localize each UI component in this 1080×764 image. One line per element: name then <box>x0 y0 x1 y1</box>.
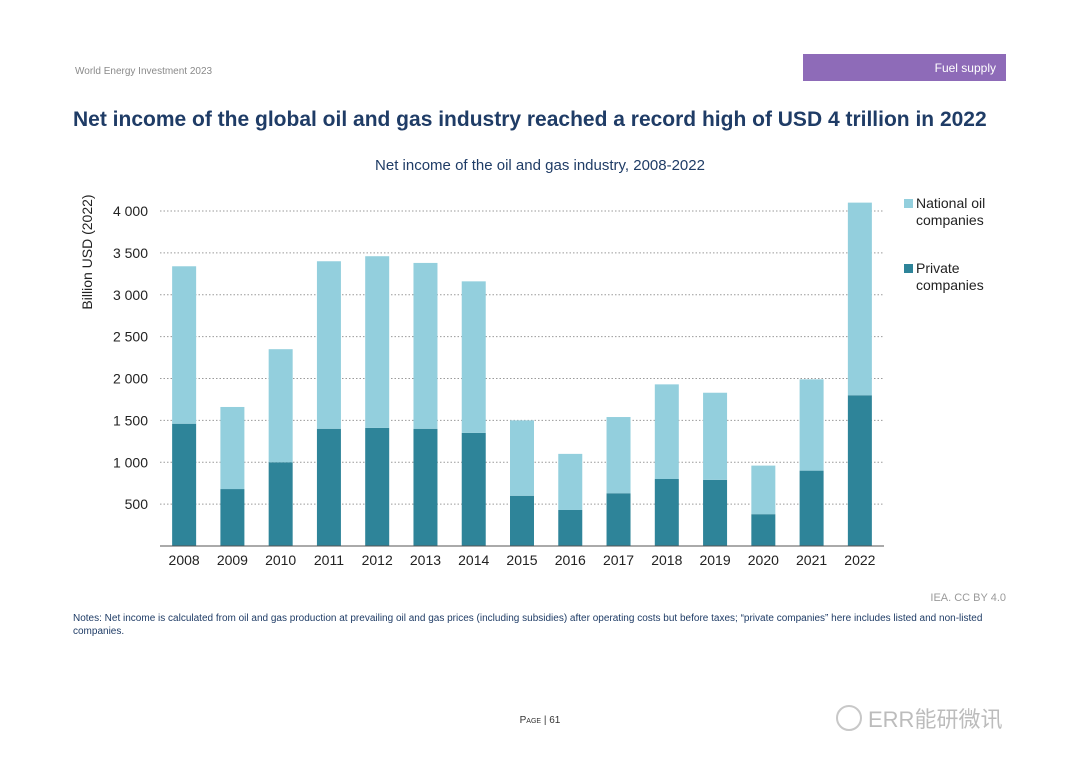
bar-private-2009 <box>220 489 245 546</box>
watermark-text: ERR能研微讯 <box>868 707 1003 732</box>
bar-national-2008 <box>172 266 197 424</box>
bar-private-2013 <box>413 428 438 546</box>
y-tick-label: 4 000 <box>113 203 148 219</box>
wechat-icon <box>836 705 862 731</box>
y-tick-label: 1 000 <box>113 454 148 470</box>
section-tag: Fuel supply <box>803 54 1006 81</box>
bar-national-2013 <box>413 262 438 429</box>
chart-notes: Notes: Net income is calculated from oil… <box>73 613 983 637</box>
y-axis-label: Billion USD (2022) <box>79 194 95 309</box>
legend-label: Private <box>916 260 960 276</box>
legend-label: National oil <box>916 195 985 211</box>
y-tick-label: 2 500 <box>113 329 148 345</box>
bar-private-2022 <box>847 395 872 546</box>
bar-private-2016 <box>558 509 583 546</box>
bar-national-2016 <box>558 453 583 510</box>
bar-national-2018 <box>654 384 679 479</box>
x-tick-label: 2008 <box>169 552 200 568</box>
x-tick-label: 2012 <box>362 552 393 568</box>
x-tick-label: 2015 <box>506 552 537 568</box>
bar-national-2015 <box>510 420 534 496</box>
section-tag-label: Fuel supply <box>934 60 996 75</box>
x-tick-label: 2020 <box>748 552 779 568</box>
bar-national-2021 <box>799 379 824 471</box>
x-tick-label: 2022 <box>844 552 875 568</box>
x-tick-label: 2019 <box>699 552 730 568</box>
chart-title: Net income of the oil and gas industry, … <box>375 157 705 174</box>
x-tick-label: 2016 <box>555 552 586 568</box>
bar-national-2009 <box>220 406 245 490</box>
page-prefix: Page <box>519 715 542 726</box>
x-tick-label: 2009 <box>217 552 248 568</box>
bar-private-2020 <box>751 514 776 546</box>
y-tick-label: 500 <box>125 496 149 512</box>
x-tick-label: 2018 <box>651 552 682 568</box>
bar-national-2019 <box>703 392 728 480</box>
x-tick-label: 2021 <box>796 552 827 568</box>
bar-national-2020 <box>751 465 776 515</box>
y-tick-label: 2 000 <box>113 371 148 387</box>
bar-private-2008 <box>172 423 197 546</box>
bar-national-2010 <box>268 349 293 463</box>
bar-private-2014 <box>461 432 486 546</box>
report-name: World Energy Investment 2023 <box>75 66 213 77</box>
bar-national-2017 <box>606 417 631 494</box>
bar-private-2017 <box>606 493 631 546</box>
bar-national-2011 <box>316 261 341 429</box>
bar-private-2018 <box>654 479 679 546</box>
bar-private-2011 <box>316 428 341 546</box>
legend-swatch <box>904 264 913 273</box>
source-credit: IEA. CC BY 4.0 <box>930 592 1006 604</box>
watermark: ERR能研微讯 <box>836 702 1002 734</box>
page-number: Page | 61 <box>0 715 1080 726</box>
bar-private-2010 <box>268 462 293 546</box>
x-tick-label: 2017 <box>603 552 634 568</box>
legend-label: companies <box>916 277 984 293</box>
y-tick-label: 3 500 <box>113 245 148 261</box>
page-number-value: 61 <box>549 715 561 726</box>
page-title: Net income of the global oil and gas ind… <box>73 108 987 131</box>
y-tick-label: 1 500 <box>113 412 148 428</box>
legend-label: companies <box>916 212 984 228</box>
bar-private-2015 <box>510 495 534 546</box>
stacked-bar-chart: 500 1 000 1 500 2 000 2 500 3 000 3 500 4 000 Bi… <box>79 194 985 568</box>
bar-private-2019 <box>703 479 728 546</box>
bar-private-2021 <box>799 470 824 546</box>
page-separator: | <box>541 715 550 726</box>
x-tick-label: 2014 <box>458 552 489 568</box>
x-tick-label: 2011 <box>314 552 344 568</box>
legend-swatch <box>904 199 913 208</box>
bar-private-2012 <box>365 427 390 546</box>
bar-national-2012 <box>365 256 390 428</box>
bar-national-2014 <box>461 281 486 433</box>
y-tick-label: 3 000 <box>113 287 148 303</box>
bar-national-2022 <box>847 202 872 396</box>
x-tick-label: 2013 <box>410 552 441 568</box>
x-tick-label: 2010 <box>265 552 296 568</box>
